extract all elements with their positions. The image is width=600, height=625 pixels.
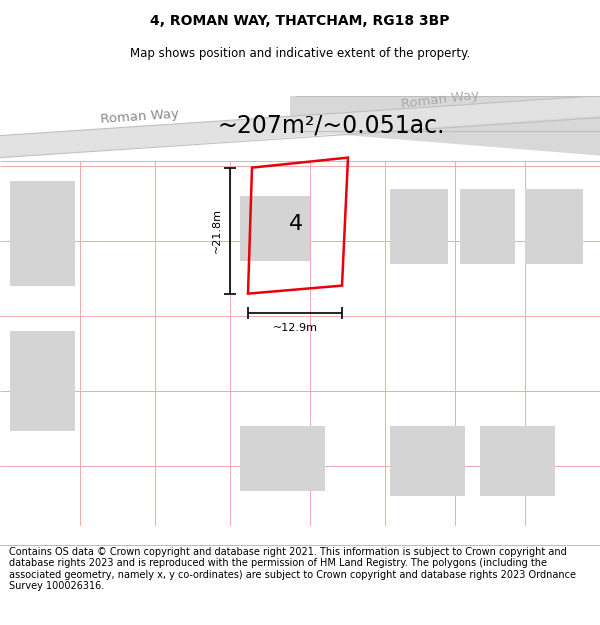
Bar xyxy=(390,426,465,496)
Text: ~21.8m: ~21.8m xyxy=(212,208,222,253)
Text: Map shows position and indicative extent of the property.: Map shows position and indicative extent… xyxy=(130,48,470,60)
Bar xyxy=(390,189,448,264)
Bar xyxy=(240,426,325,491)
Text: ~207m²/~0.051ac.: ~207m²/~0.051ac. xyxy=(218,114,445,138)
Polygon shape xyxy=(0,96,600,158)
Text: Roman Way: Roman Way xyxy=(400,88,479,111)
Bar xyxy=(525,189,583,264)
Bar xyxy=(480,426,555,496)
Polygon shape xyxy=(290,96,600,156)
Text: 4, ROMAN WAY, THATCHAM, RG18 3BP: 4, ROMAN WAY, THATCHAM, RG18 3BP xyxy=(150,14,450,28)
Text: Roman Way: Roman Way xyxy=(100,107,179,126)
Bar xyxy=(460,189,515,264)
Bar xyxy=(10,181,75,286)
Text: 4: 4 xyxy=(289,214,303,234)
Bar xyxy=(10,331,75,431)
Bar xyxy=(240,196,310,261)
Text: ~12.9m: ~12.9m xyxy=(272,322,317,332)
Text: Contains OS data © Crown copyright and database right 2021. This information is : Contains OS data © Crown copyright and d… xyxy=(9,547,576,591)
